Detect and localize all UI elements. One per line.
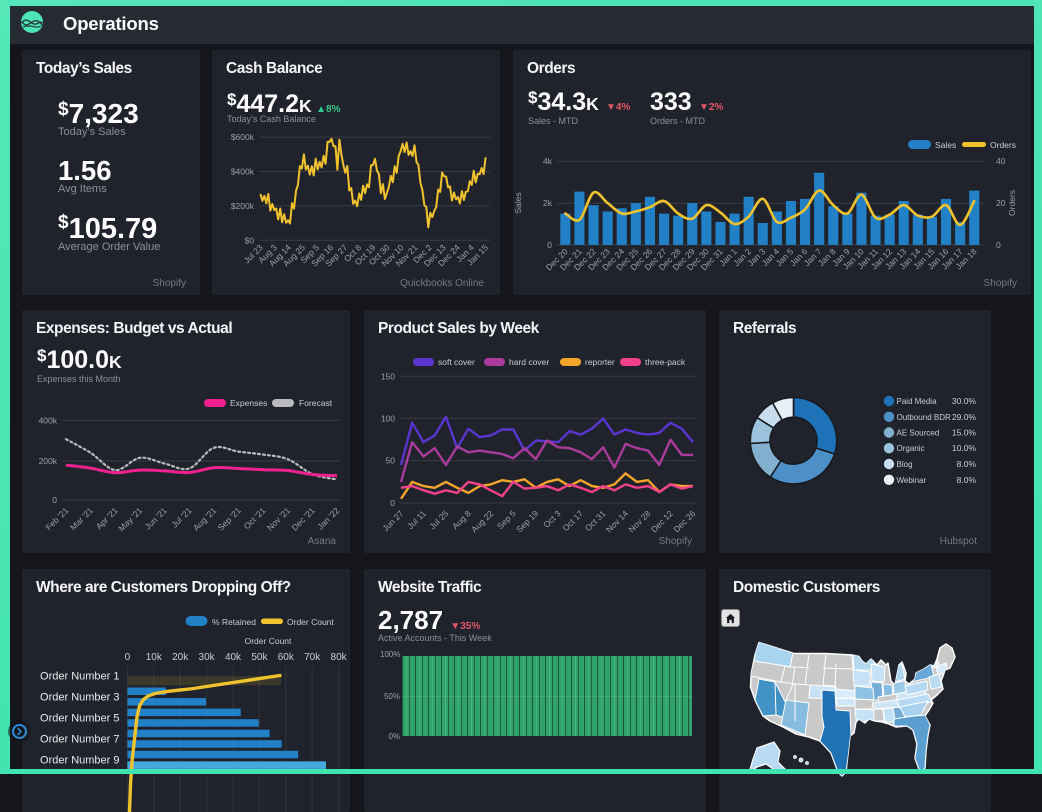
svg-text:Outbound BDR: Outbound BDR [897,413,951,422]
svg-text:Webinar: Webinar [897,476,927,485]
svg-text:$600k: $600k [231,132,255,142]
svg-text:0: 0 [52,495,57,505]
svg-text:30k: 30k [199,652,216,663]
svg-text:4k: 4k [543,156,553,166]
svg-text:Oct 17: Oct 17 [560,508,585,533]
svg-text:0: 0 [547,240,552,250]
svg-text:$200k: $200k [231,201,255,211]
svg-text:Order Number 7: Order Number 7 [40,734,119,746]
svg-text:10.0%: 10.0% [952,443,977,453]
svg-text:8.0%: 8.0% [957,475,977,485]
svg-text:Nov '21: Nov '21 [265,505,292,532]
svg-text:100: 100 [381,413,395,423]
svg-text:$0: $0 [245,235,255,245]
svg-text:15.0%: 15.0% [952,428,977,438]
svg-text:50k: 50k [251,652,268,663]
svg-text:29.0%: 29.0% [952,412,977,422]
svg-text:Sales: Sales [513,192,523,213]
svg-text:Paid Media: Paid Media [897,397,938,406]
svg-text:50: 50 [386,456,396,466]
svg-text:30.0%: 30.0% [952,396,977,406]
svg-text:Jan '22: Jan '22 [315,505,341,531]
svg-text:soft cover: soft cover [438,357,475,367]
svg-text:Feb '21: Feb '21 [43,505,70,532]
svg-text:Oct '21: Oct '21 [242,505,268,531]
svg-text:reporter: reporter [585,357,615,367]
svg-text:Order Number 9: Order Number 9 [40,755,119,767]
svg-text:Order Count: Order Count [245,636,292,646]
svg-text:Sep '21: Sep '21 [216,505,243,532]
svg-text:Oct 31: Oct 31 [583,508,608,533]
svg-text:Sales: Sales [935,140,956,150]
svg-text:Apr '21: Apr '21 [94,505,120,531]
svg-text:May '21: May '21 [116,505,144,533]
svg-text:200k: 200k [39,456,58,466]
svg-text:Orders: Orders [1007,190,1017,216]
svg-text:0: 0 [125,652,131,663]
svg-text:Orders: Orders [990,140,1016,150]
svg-text:8.0%: 8.0% [957,459,977,469]
svg-text:20k: 20k [172,652,189,663]
svg-text:Aug '21: Aug '21 [191,505,218,532]
svg-text:Nov 28: Nov 28 [626,508,652,534]
svg-text:2k: 2k [543,198,553,208]
svg-text:0: 0 [996,240,1001,250]
svg-text:70k: 70k [304,652,321,663]
svg-text:Aug 22: Aug 22 [469,508,495,534]
svg-text:Dec '21: Dec '21 [290,505,317,532]
svg-text:Order Number 1: Order Number 1 [40,670,119,682]
svg-text:0: 0 [390,498,395,508]
svg-text:400k: 400k [39,415,58,425]
svg-text:Forecast: Forecast [299,398,333,408]
svg-text:Nov 14: Nov 14 [604,508,630,534]
svg-text:three-pack: three-pack [645,357,686,367]
svg-text:Order Number 3: Order Number 3 [40,692,119,704]
svg-text:% Retained: % Retained [212,617,256,627]
svg-text:Expenses: Expenses [230,398,267,408]
svg-text:80k: 80k [331,652,348,663]
svg-text:Jul 11: Jul 11 [405,508,428,531]
svg-text:Dec 26: Dec 26 [671,508,697,534]
svg-text:Sep 19: Sep 19 [514,508,540,534]
svg-text:Jun 27: Jun 27 [380,508,405,533]
svg-text:Mar '21: Mar '21 [68,505,95,532]
svg-text:AE Sourced: AE Sourced [897,429,940,438]
svg-text:Blog: Blog [897,460,913,469]
svg-text:Organic: Organic [897,444,925,453]
svg-text:Dec 12: Dec 12 [649,508,675,534]
svg-text:$400k: $400k [231,167,255,177]
svg-text:150: 150 [381,371,395,381]
svg-text:40k: 40k [225,652,242,663]
svg-text:Jun '21: Jun '21 [143,505,169,531]
svg-text:40: 40 [996,156,1006,166]
svg-text:20: 20 [996,198,1006,208]
svg-text:Order Count: Order Count [287,617,334,627]
svg-text:hard cover: hard cover [509,357,549,367]
svg-text:Jul 25: Jul 25 [427,508,450,531]
svg-text:Order Number 5: Order Number 5 [40,713,119,725]
svg-text:60k: 60k [278,652,295,663]
svg-text:10k: 10k [146,652,163,663]
